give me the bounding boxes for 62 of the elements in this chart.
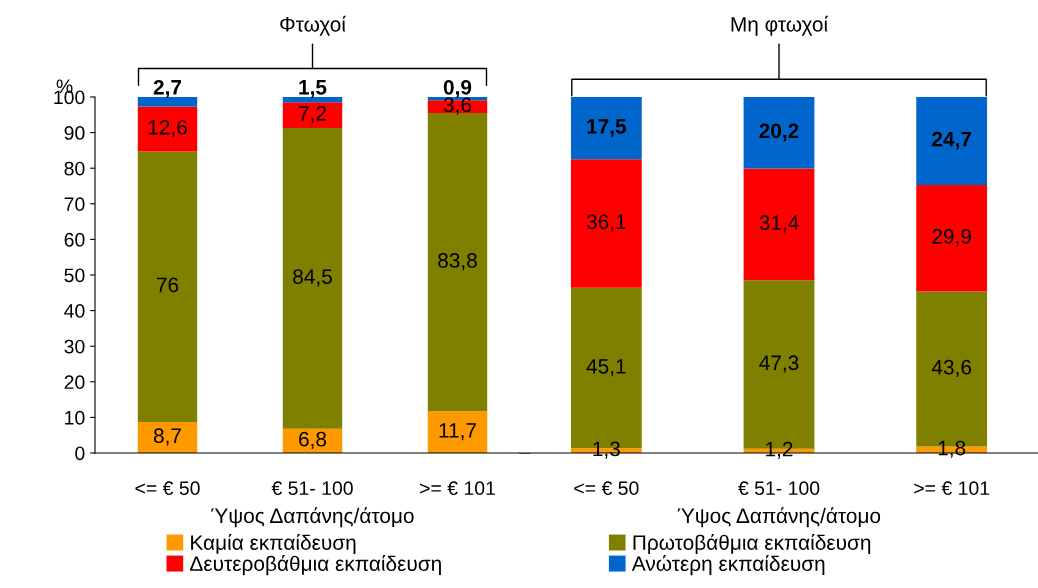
bar [916,97,988,185]
y-tick-label: 0 [75,446,85,461]
data-label: 20,2 [759,123,799,142]
x-tick-label: >= € 101 [420,481,495,496]
bar [282,102,343,128]
legend-label: Πρωτοβάθμια εκπαίδευση [633,534,871,555]
x-axis-title: Ύψος Δαπάνης/άτομο [677,507,881,528]
bar [570,97,642,160]
data-label: 1,8 [938,440,966,458]
bar [916,184,988,292]
data-label: 83,8 [438,253,477,271]
data-label: 0,9 [443,79,472,98]
data-label: 47,3 [759,355,799,373]
y-tick-label: 10 [65,410,85,425]
y-tick-label: 90 [64,126,85,140]
bar [427,411,488,453]
y-tick-label: 30 [64,339,85,354]
bar [743,97,815,169]
x-tick-label: € 51- 100 [738,481,820,496]
text: Μη φτωχοί [731,15,828,36]
data-label: 8,7 [153,428,181,446]
y-tick-label: 70 [64,197,85,212]
bar [427,113,488,412]
x-tick-label: <= € 50 [574,481,639,496]
x-tick-label: € 51- 100 [271,481,353,496]
y-tick-label: 20 [64,375,85,390]
data-label: 24,7 [932,131,972,150]
x-tick-label: >= € 101 [914,481,990,496]
data-label: 76 [156,277,179,293]
data-label: 6,8 [299,431,327,449]
data-label: 11,7 [439,423,476,441]
data-label: 7,2 [299,106,326,124]
bar [282,97,343,103]
bar [137,106,198,152]
data-label: 31,4 [759,215,799,233]
bar [570,159,642,288]
y-tick-label: 40 [64,304,85,318]
legend-label: Ανώτερη εκπαίδευση [631,555,825,576]
data-label: 1,5 [299,80,327,98]
y-tick-label: 80 [64,161,85,176]
y-tick-label: 60 [64,232,85,247]
data-label: 17,5 [587,119,627,137]
data-label: 36,1 [586,214,626,232]
y-tick-label: 50 [64,268,85,283]
data-label: 12,6 [148,119,187,138]
data-label: 3,6 [443,97,472,115]
legend-label: Δευτεροβάθμια εκπαίδευση [190,555,441,576]
data-label: 2,7 [153,79,182,98]
data-label: 29,9 [932,228,971,247]
legend-label: Καμία εκπαίδευση [191,534,356,555]
data-label: 84,5 [293,269,332,287]
x-axis-title: Ύψος Δαπάνης/άτομο [211,507,414,528]
x-tick-label: <= € 50 [135,481,200,496]
text: Φτωχοί [280,15,346,36]
data-label: 1,2 [766,441,793,459]
bar [137,151,198,423]
bar [282,127,343,429]
bar [137,97,198,107]
bar [743,168,815,281]
data-label: 43,6 [931,359,972,378]
bar [137,422,198,453]
data-label: 45,1 [586,359,626,377]
